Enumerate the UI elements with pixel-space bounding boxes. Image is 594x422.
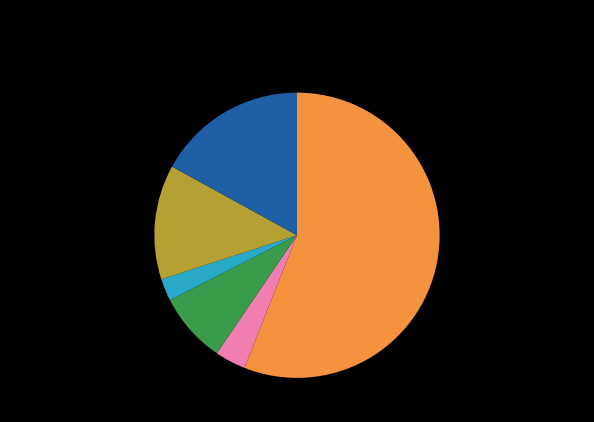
Wedge shape xyxy=(172,92,297,235)
Wedge shape xyxy=(245,93,440,378)
Wedge shape xyxy=(217,235,297,368)
Wedge shape xyxy=(154,167,297,279)
Wedge shape xyxy=(170,235,297,353)
Text: Capital Spending by Functional Area - SFY 2014–15: Capital Spending by Functional Area - SF… xyxy=(11,19,488,37)
Wedge shape xyxy=(162,235,297,300)
